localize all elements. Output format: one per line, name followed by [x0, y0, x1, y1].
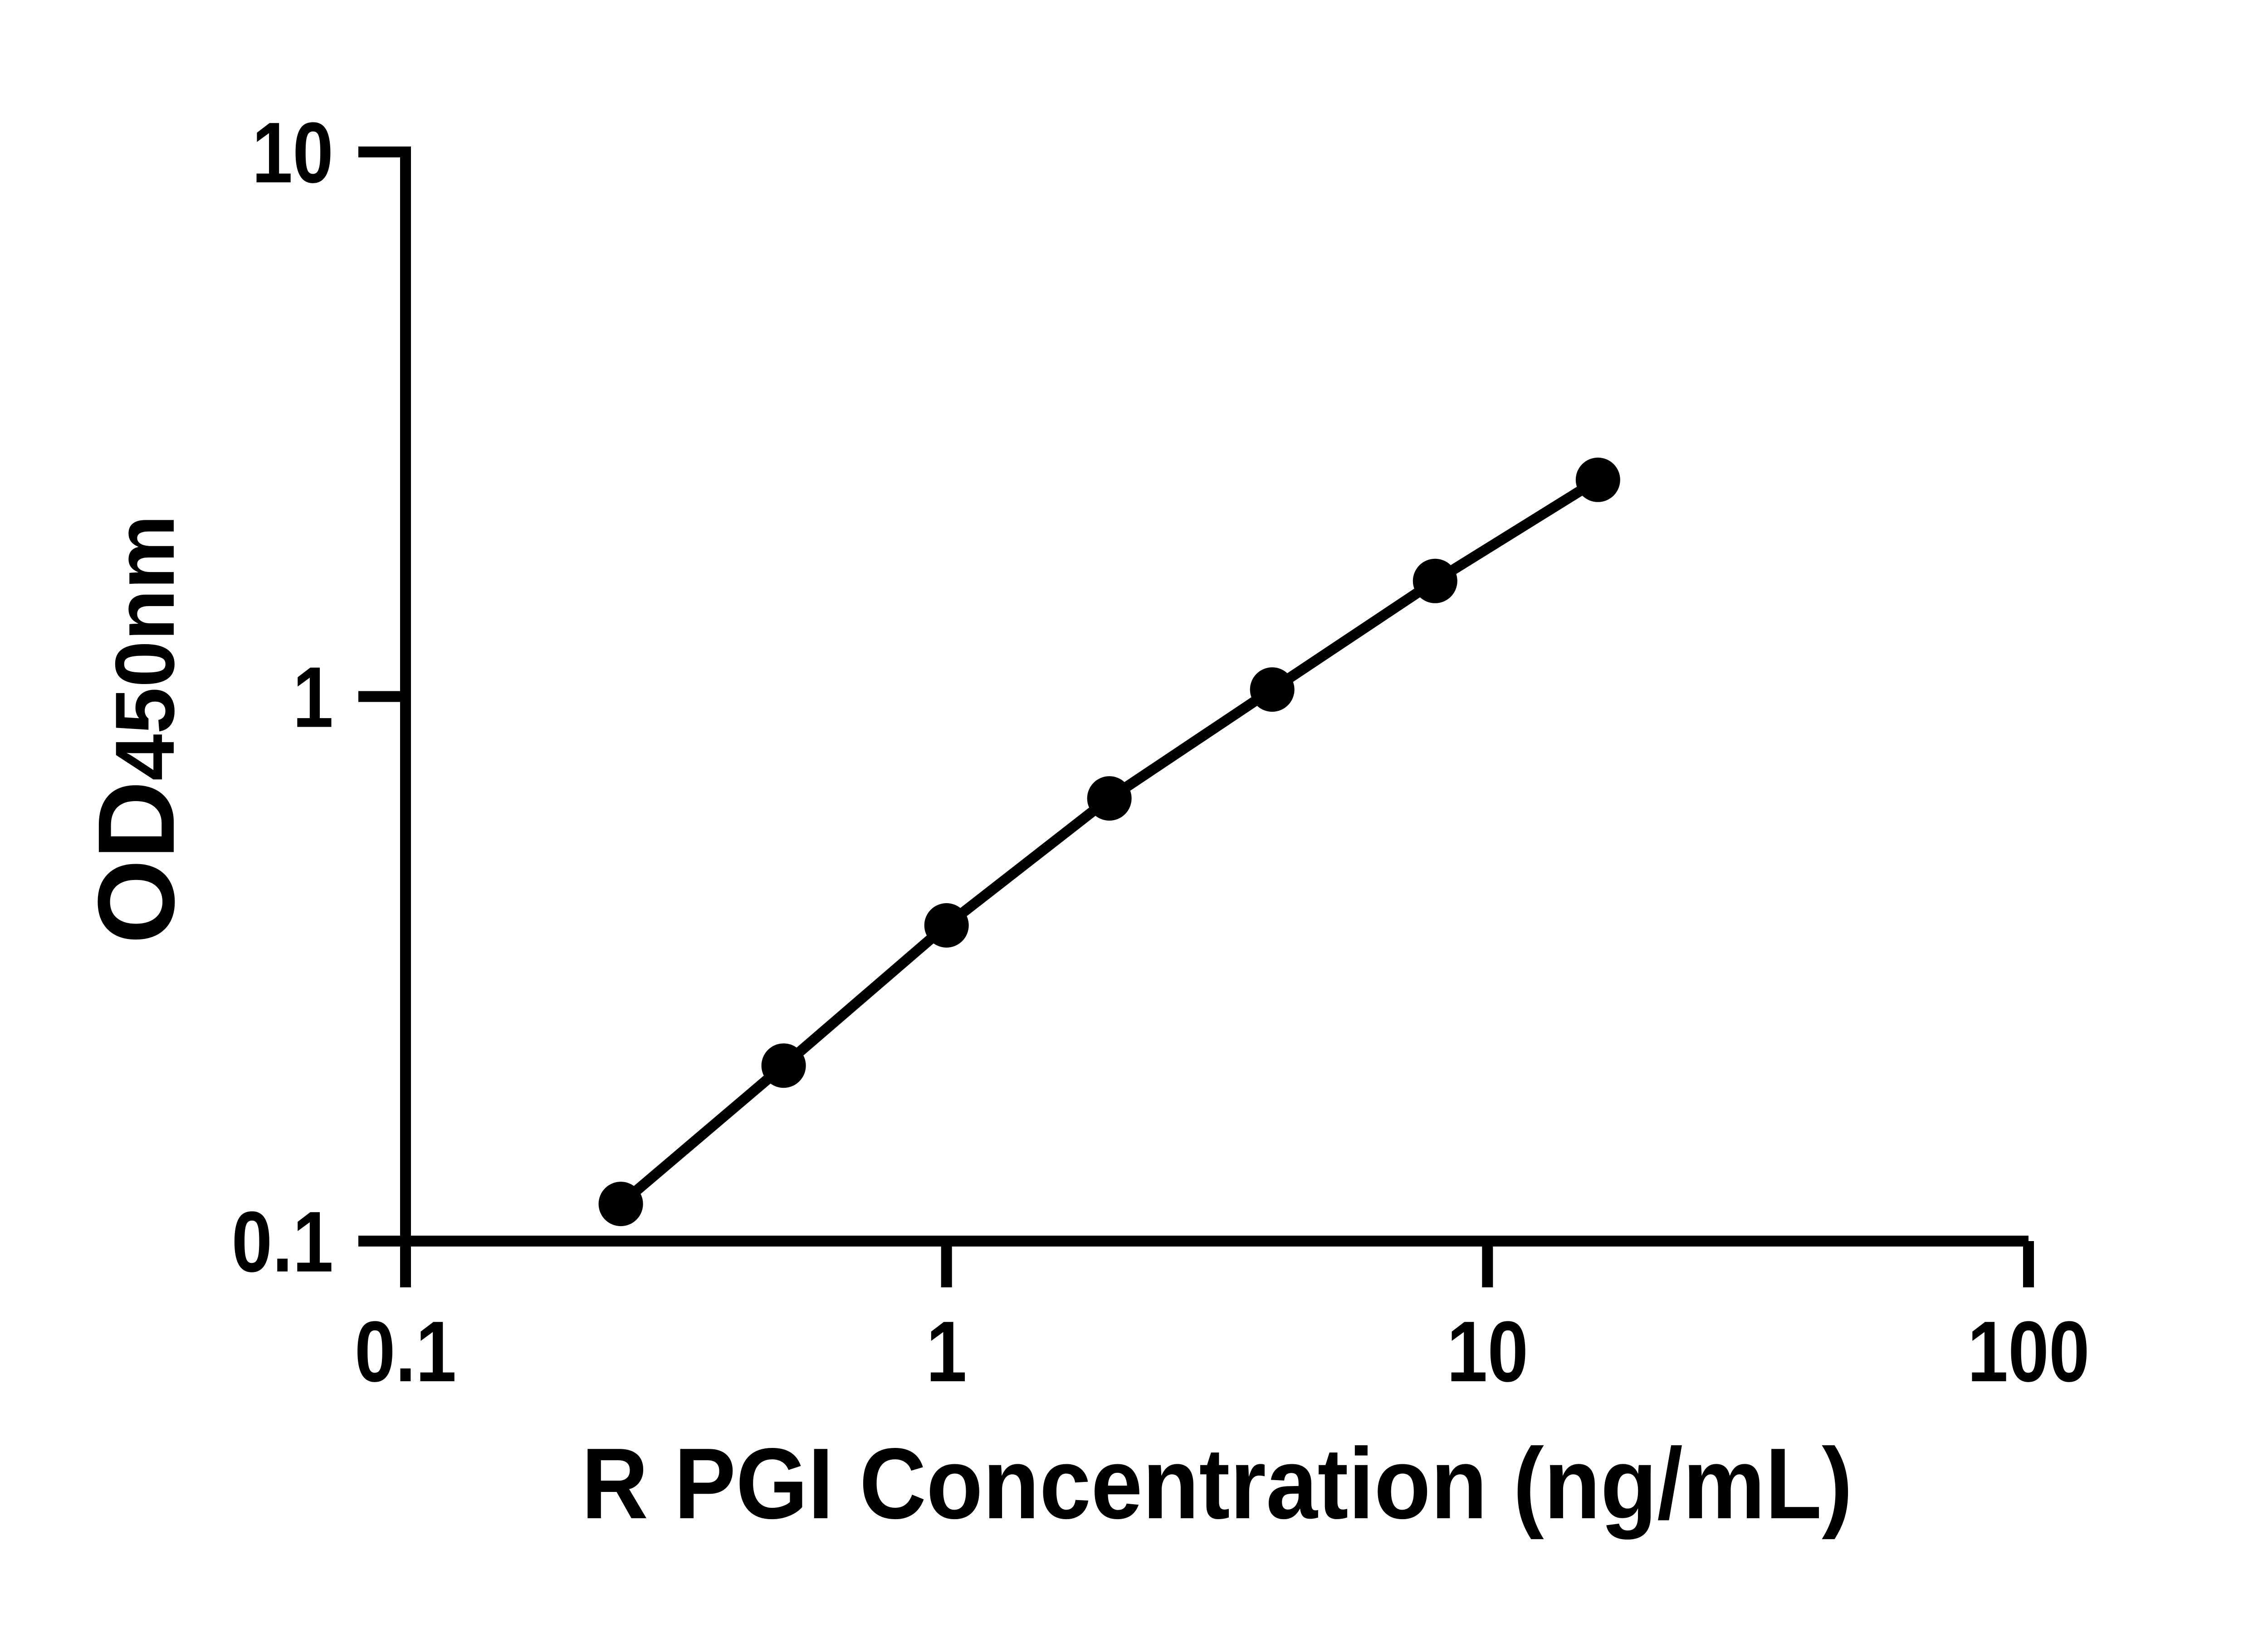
- x-axis-title-text: R PGI Concentration (ng/mL): [581, 1428, 1853, 1540]
- x-tick-label: 100: [1967, 1304, 2089, 1400]
- data-point: [1250, 667, 1295, 712]
- x-tick-label: 0.1: [355, 1304, 456, 1400]
- data-point: [598, 1182, 643, 1227]
- y-axis-title: OD450nm: [75, 514, 197, 944]
- y-axis-title-sub: 450nm: [98, 514, 192, 781]
- data-point: [761, 1043, 806, 1088]
- x-tick-label: 10: [1447, 1304, 1529, 1400]
- y-tick-label: 10: [252, 105, 333, 201]
- data-point: [1087, 776, 1132, 821]
- data-point: [1413, 558, 1457, 603]
- y-axis-title-main: OD: [75, 781, 197, 944]
- x-tick-label: 1: [926, 1304, 967, 1400]
- data-point: [1575, 457, 1620, 502]
- data-point: [924, 903, 969, 948]
- x-axis-title: R PGI Concentration (ng/mL): [582, 1433, 1853, 1534]
- y-tick-label: 1: [293, 649, 333, 745]
- y-tick-label: 0.1: [232, 1194, 333, 1290]
